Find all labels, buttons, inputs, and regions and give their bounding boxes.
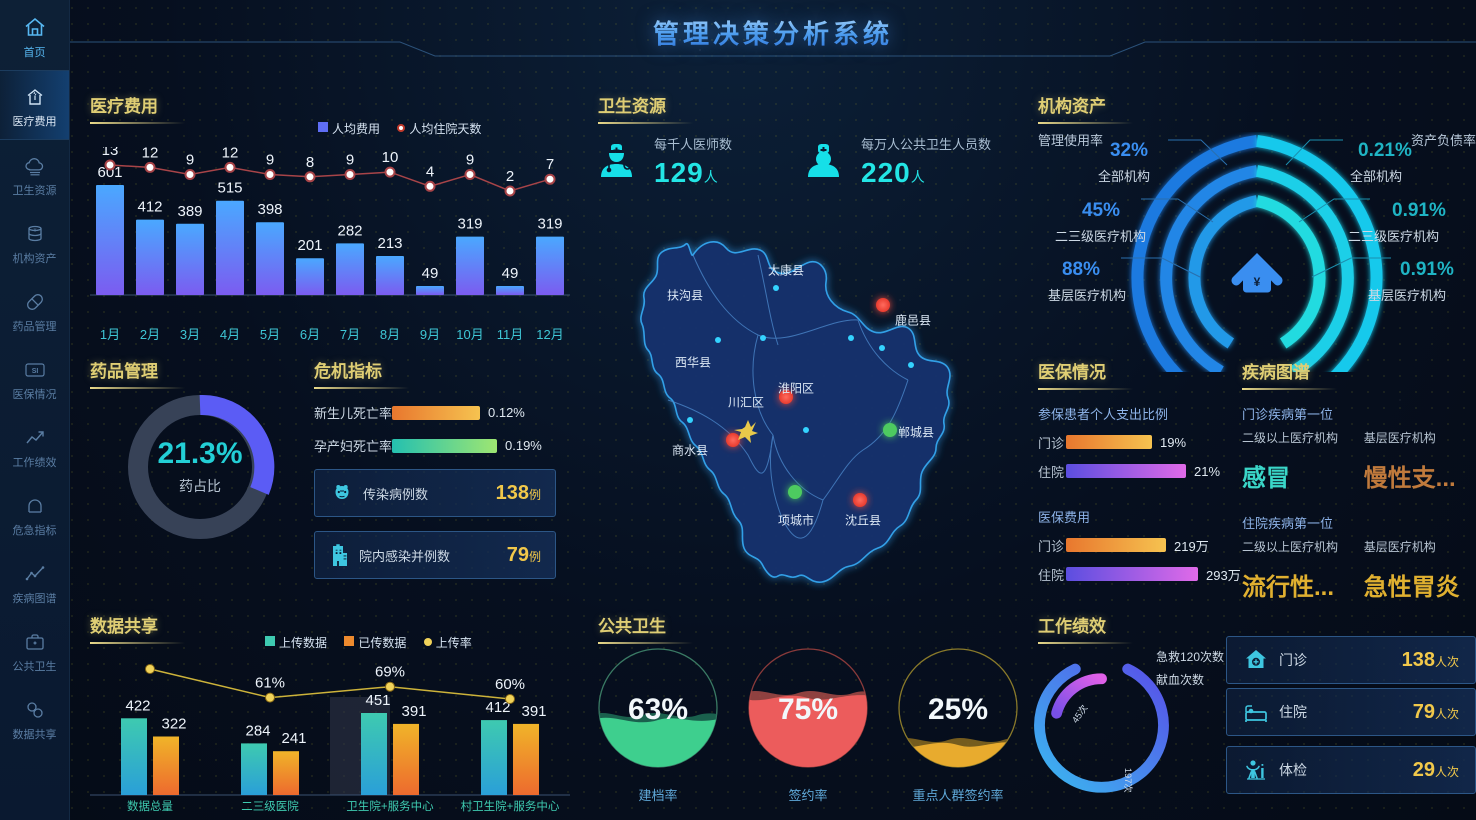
svg-text:13: 13 [102,147,119,159]
svg-text:391: 391 [521,703,546,720]
svg-text:391: 391 [401,703,426,720]
svg-text:49: 49 [422,265,439,282]
svg-text:49: 49 [502,265,519,282]
svg-text:75%: 75% [778,693,838,726]
svg-text:4: 4 [426,163,434,180]
svg-text:63%: 63% [628,693,688,726]
svg-text:398: 398 [257,201,282,218]
svg-text:284: 284 [245,722,270,739]
svg-text:319: 319 [537,216,562,233]
svg-text:2: 2 [506,168,514,185]
svg-text:SI: SI [31,368,38,375]
svg-text:213: 213 [377,235,402,252]
svg-text:241: 241 [281,730,306,747]
svg-text:197次: 197次 [1123,768,1134,793]
svg-text:422: 422 [125,697,150,714]
svg-text:412: 412 [137,199,162,216]
svg-text:69%: 69% [375,664,405,681]
svg-text:12: 12 [142,147,159,161]
svg-text:61%: 61% [255,675,285,692]
svg-text:9: 9 [346,152,354,169]
svg-text:282: 282 [337,222,362,239]
svg-text:82%: 82% [135,660,165,663]
svg-text:10: 10 [382,149,399,166]
svg-text:¥: ¥ [33,228,36,234]
svg-text:451: 451 [365,692,390,709]
svg-text:9: 9 [186,152,194,169]
svg-text:¥: ¥ [1254,275,1261,289]
svg-text:201: 201 [297,237,322,254]
svg-text:药占比: 药占比 [179,478,221,494]
svg-text:12: 12 [222,147,239,161]
svg-text:7: 7 [546,156,554,173]
svg-text:8: 8 [306,154,314,171]
svg-text:21.3%: 21.3% [157,437,242,470]
svg-text:9: 9 [466,152,474,169]
svg-text:322: 322 [161,716,186,733]
svg-text:389: 389 [177,203,202,220]
svg-text:319: 319 [457,216,482,233]
svg-text:45次: 45次 [1069,702,1089,724]
svg-text:25%: 25% [928,693,988,726]
svg-text:515: 515 [217,180,242,197]
svg-text:9: 9 [266,152,274,169]
svg-text:60%: 60% [495,676,525,693]
